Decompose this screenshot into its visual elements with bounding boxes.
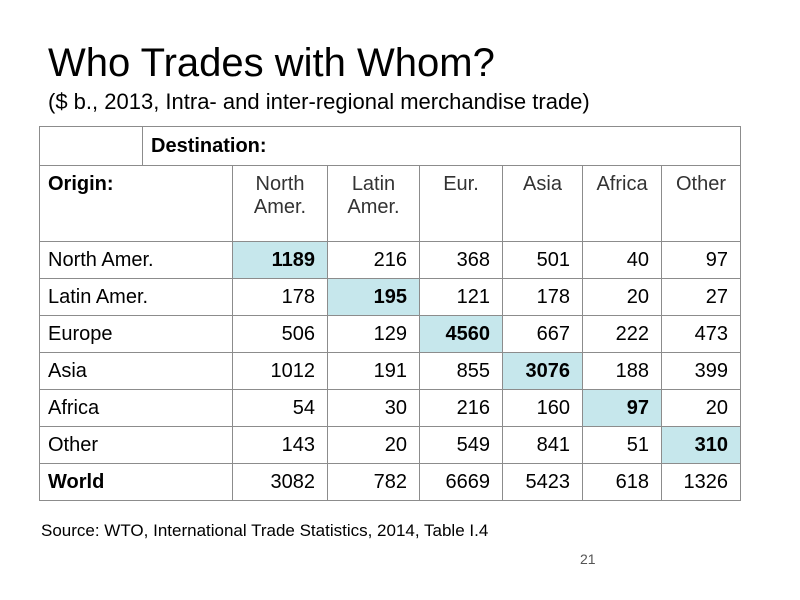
- row-label: Asia: [39, 352, 233, 390]
- table-cell: 191: [327, 352, 420, 390]
- table-cell: 1326: [661, 463, 741, 501]
- table-row: Asia 1012 191 855 3076 188 399: [39, 352, 741, 390]
- table-cell: 399: [661, 352, 741, 390]
- table-cell: 51: [582, 426, 662, 464]
- source-note: Source: WTO, International Trade Statist…: [41, 521, 489, 540]
- table-corner-cell: [39, 126, 143, 166]
- table-cell: 20: [327, 426, 420, 464]
- table-cell: 121: [419, 278, 503, 316]
- column-header: Eur.: [419, 165, 503, 242]
- origin-label: Origin:: [39, 165, 233, 242]
- table-row: North Amer. 1189 216 368 501 40 97: [39, 241, 741, 279]
- table-cell: 30: [327, 389, 420, 427]
- table-cell: 501: [502, 241, 583, 279]
- table-row: Africa 54 30 216 160 97 20: [39, 389, 741, 427]
- table-cell: 20: [661, 389, 741, 427]
- table-cell: 216: [327, 241, 420, 279]
- table-cell: 216: [419, 389, 503, 427]
- table-cell: 27: [661, 278, 741, 316]
- table-cell: 841: [502, 426, 583, 464]
- table-cell: 178: [502, 278, 583, 316]
- table-cell: 20: [582, 278, 662, 316]
- column-header: Latin Amer.: [327, 165, 420, 242]
- table-cell: 143: [232, 426, 328, 464]
- table-cell: 667: [502, 315, 583, 353]
- table-cell-diagonal: 310: [661, 426, 741, 464]
- row-label: Africa: [39, 389, 233, 427]
- row-label: Europe: [39, 315, 233, 353]
- table-cell-diagonal: 3076: [502, 352, 583, 390]
- table-cell: 222: [582, 315, 662, 353]
- column-header: Other: [661, 165, 741, 242]
- destination-header-row: Destination:: [39, 126, 741, 166]
- table-cell-diagonal: 97: [582, 389, 662, 427]
- table-cell-diagonal: 4560: [419, 315, 503, 353]
- table-cell: 1012: [232, 352, 328, 390]
- column-header-row: Origin: North Amer. Latin Amer. Eur. Asia …: [39, 165, 741, 242]
- table-cell: 549: [419, 426, 503, 464]
- table-row: Latin Amer. 178 195 121 178 20 27: [39, 278, 741, 316]
- table-cell: 54: [232, 389, 328, 427]
- table-cell-diagonal: 1189: [232, 241, 328, 279]
- table-cell: 855: [419, 352, 503, 390]
- column-header: North Amer.: [232, 165, 328, 242]
- table-cell: 178: [232, 278, 328, 316]
- table-cell: 5423: [502, 463, 583, 501]
- table-cell: 368: [419, 241, 503, 279]
- table-cell: 473: [661, 315, 741, 353]
- slide-title: Who Trades with Whom?: [48, 41, 495, 85]
- row-label: World: [39, 463, 233, 501]
- table-cell: 3082: [232, 463, 328, 501]
- table-cell: 6669: [419, 463, 503, 501]
- row-label: Other: [39, 426, 233, 464]
- table-cell-diagonal: 195: [327, 278, 420, 316]
- table-cell: 97: [661, 241, 741, 279]
- column-header: Asia: [502, 165, 583, 242]
- table-row-total: World 3082 782 6669 5423 618 1326: [39, 463, 741, 501]
- row-label: Latin Amer.: [39, 278, 233, 316]
- table-cell: 782: [327, 463, 420, 501]
- column-header: Africa: [582, 165, 662, 242]
- table-cell: 40: [582, 241, 662, 279]
- slide-subtitle: ($ b., 2013, Intra- and inter-regional m…: [48, 89, 590, 114]
- trade-matrix-table: Destination: Origin: North Amer. Latin Ame…: [39, 126, 741, 501]
- page-number: 21: [580, 551, 596, 567]
- row-label: North Amer.: [39, 241, 233, 279]
- destination-label: Destination:: [142, 126, 741, 166]
- table-cell: 188: [582, 352, 662, 390]
- table-cell: 129: [327, 315, 420, 353]
- table-cell: 506: [232, 315, 328, 353]
- table-row: Europe 506 129 4560 667 222 473: [39, 315, 741, 353]
- table-cell: 618: [582, 463, 662, 501]
- table-cell: 160: [502, 389, 583, 427]
- table-row: Other 143 20 549 841 51 310: [39, 426, 741, 464]
